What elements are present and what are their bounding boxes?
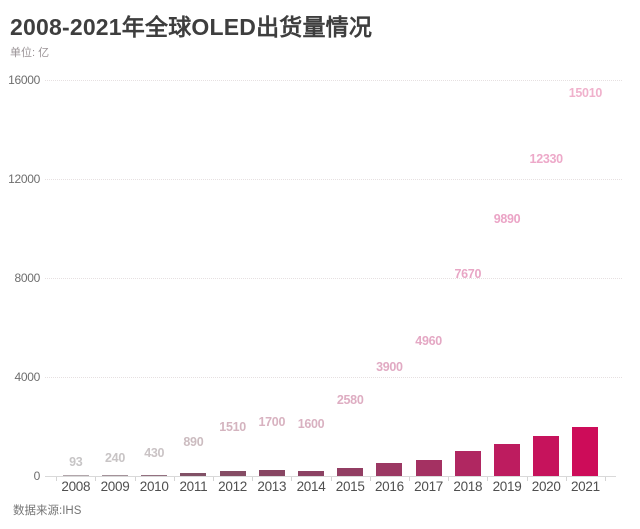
x-axis-label-2020: 2020 <box>531 479 561 494</box>
value-label-2013: 1700 <box>258 414 286 429</box>
bar-2010 <box>141 475 168 476</box>
x-axis-label-2012: 2012 <box>218 479 248 494</box>
bar-2011 <box>180 473 207 476</box>
value-label-2018: 7670 <box>454 267 482 282</box>
value-label-2015: 2580 <box>336 393 364 408</box>
bar-2009 <box>102 475 128 476</box>
x-axis-label-2017: 2017 <box>414 479 444 494</box>
y-axis-label-12000: 12000 <box>8 172 40 186</box>
y-axis-label-0: 0 <box>33 469 41 483</box>
bar-2015 <box>337 468 364 476</box>
value-label-2014: 1600 <box>297 417 325 432</box>
bar-2017 <box>415 460 442 476</box>
x-axis-tick <box>213 477 214 481</box>
value-label-2009: 240 <box>105 451 125 466</box>
x-axis-label-2015: 2015 <box>335 479 365 494</box>
x-axis-label-2010: 2010 <box>139 479 169 494</box>
gridline-8000 <box>45 278 622 279</box>
value-label-2017: 4960 <box>415 334 442 349</box>
x-axis-label-2011: 2011 <box>179 479 208 494</box>
x-axis-tick <box>369 477 371 481</box>
x-axis-label-2009: 2009 <box>100 479 130 494</box>
y-axis-label-8000: 8000 <box>14 271 41 285</box>
x-axis-tick <box>526 477 528 481</box>
x-axis-tick <box>134 477 136 481</box>
x-axis-tick <box>330 477 332 481</box>
x-axis-tick <box>56 477 58 481</box>
x-axis-tick <box>487 477 489 481</box>
value-label-2020: 12330 <box>529 151 564 166</box>
value-label-2010: 430 <box>144 446 165 461</box>
x-axis-label-2014: 2014 <box>296 479 326 494</box>
bar-2019 <box>494 444 520 476</box>
value-label-2019: 9890 <box>493 212 521 227</box>
x-axis-tick <box>448 477 450 481</box>
x-axis-label-2021: 2021 <box>570 479 600 494</box>
x-axis-tick <box>605 477 606 481</box>
unit-label: 单位: 亿 <box>10 47 50 59</box>
bar-2008 <box>62 475 89 476</box>
chart-title: 2008-2021年全球OLED出货量情况 <box>10 14 373 40</box>
value-label-2021: 15010 <box>568 85 603 100</box>
x-axis-tick <box>95 477 97 481</box>
x-axis-tick <box>409 477 410 481</box>
gridline-16000 <box>45 80 622 81</box>
bar-2021 <box>572 427 599 476</box>
x-axis-tick <box>173 477 175 481</box>
x-axis-line <box>45 476 616 477</box>
value-label-2008: 93 <box>69 454 83 469</box>
bar-2013 <box>258 470 285 476</box>
x-axis-tick <box>291 477 293 481</box>
value-label-2016: 3900 <box>376 360 403 375</box>
gridline-4000 <box>45 377 622 378</box>
gridline-12000 <box>45 179 622 180</box>
bar-2018 <box>454 451 481 476</box>
bar-2020 <box>533 436 560 476</box>
x-axis-label-2019: 2019 <box>492 479 522 494</box>
x-axis-label-2013: 2013 <box>257 479 287 494</box>
value-label-2012: 1510 <box>219 419 246 434</box>
x-axis-tick <box>565 477 567 481</box>
y-axis-label-16000: 16000 <box>8 73 40 87</box>
bar-2016 <box>376 463 403 476</box>
value-label-2011: 890 <box>183 434 204 449</box>
x-axis-label-2018: 2018 <box>453 479 483 494</box>
bar-2012 <box>219 471 246 476</box>
source-label: 数据来源:IHS <box>13 505 82 517</box>
x-axis-tick <box>252 477 254 481</box>
bar-2014 <box>298 471 324 476</box>
y-axis-label-4000: 4000 <box>14 370 41 384</box>
x-axis-label-2016: 2016 <box>374 479 404 494</box>
x-axis-label-2008: 2008 <box>61 479 91 494</box>
